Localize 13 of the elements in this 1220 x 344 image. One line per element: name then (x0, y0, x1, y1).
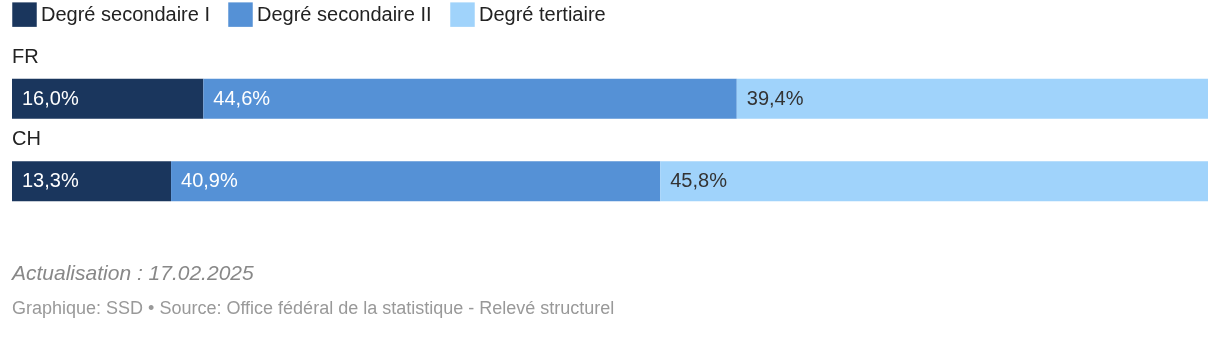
text: Graphique: SSD • Source: Office fédéral de la statistique - Relevé structurel (12, 298, 615, 318)
text: Actualisation : 17.02.2025 (10, 261, 254, 284)
legend-label: Degré tertiaire (479, 2, 606, 25)
data-label: 16,0% (22, 86, 79, 109)
y-tick-label: CH (12, 127, 41, 150)
data-label: 45,8% (670, 169, 728, 192)
data-label: 39,4% (746, 86, 804, 109)
legend-label: Degré secondaire I (41, 2, 210, 25)
data-label: 13,3% (22, 169, 79, 192)
y-tick-label: FR (12, 44, 39, 67)
data-label: 40,9% (181, 169, 238, 192)
legend-label: Degré secondaire II (257, 2, 432, 25)
data-label: 44,6% (213, 86, 271, 109)
